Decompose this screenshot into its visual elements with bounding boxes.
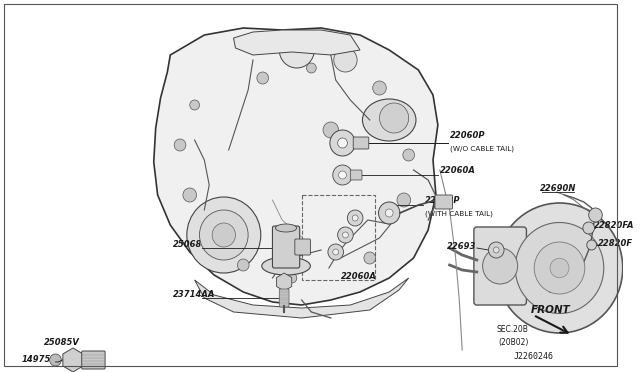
Circle shape bbox=[328, 244, 344, 260]
Circle shape bbox=[338, 138, 348, 148]
Circle shape bbox=[257, 72, 269, 84]
Circle shape bbox=[330, 130, 355, 156]
Circle shape bbox=[200, 210, 248, 260]
Circle shape bbox=[339, 171, 346, 179]
Text: (W/O CABLE TAIL): (W/O CABLE TAIL) bbox=[449, 145, 513, 151]
Circle shape bbox=[589, 208, 602, 222]
Text: 22820F: 22820F bbox=[598, 239, 634, 248]
Circle shape bbox=[338, 227, 353, 243]
Ellipse shape bbox=[275, 224, 297, 232]
Polygon shape bbox=[63, 348, 83, 372]
Circle shape bbox=[380, 103, 409, 133]
Circle shape bbox=[550, 258, 569, 278]
Circle shape bbox=[372, 81, 387, 95]
Circle shape bbox=[183, 188, 196, 202]
FancyBboxPatch shape bbox=[350, 170, 362, 180]
Ellipse shape bbox=[262, 257, 310, 275]
Circle shape bbox=[403, 149, 415, 161]
Text: J2260246: J2260246 bbox=[514, 352, 554, 361]
Circle shape bbox=[483, 248, 518, 284]
Circle shape bbox=[189, 100, 200, 110]
Circle shape bbox=[50, 354, 61, 366]
Text: 22693: 22693 bbox=[447, 242, 477, 251]
Text: 22060P: 22060P bbox=[425, 196, 461, 205]
Circle shape bbox=[587, 240, 596, 250]
Circle shape bbox=[534, 242, 585, 294]
FancyBboxPatch shape bbox=[435, 195, 452, 209]
Circle shape bbox=[333, 249, 339, 255]
Polygon shape bbox=[276, 273, 292, 291]
Text: 14975X: 14975X bbox=[21, 355, 58, 364]
Text: 22060A: 22060A bbox=[340, 272, 376, 281]
Circle shape bbox=[583, 222, 595, 234]
Circle shape bbox=[364, 252, 376, 264]
Ellipse shape bbox=[362, 99, 416, 141]
Text: 23714AA: 23714AA bbox=[173, 290, 216, 299]
Text: 22820FA: 22820FA bbox=[593, 221, 634, 230]
Circle shape bbox=[287, 273, 297, 283]
Circle shape bbox=[493, 247, 499, 253]
FancyBboxPatch shape bbox=[353, 137, 369, 149]
Circle shape bbox=[333, 48, 357, 72]
Text: (WITH CABLE TAIL): (WITH CABLE TAIL) bbox=[425, 210, 493, 217]
Circle shape bbox=[378, 202, 400, 224]
FancyBboxPatch shape bbox=[279, 289, 289, 307]
Circle shape bbox=[333, 165, 352, 185]
FancyBboxPatch shape bbox=[295, 239, 310, 255]
Text: SEC.20B: SEC.20B bbox=[496, 325, 528, 334]
Text: 25085V: 25085V bbox=[44, 338, 79, 347]
Circle shape bbox=[385, 209, 393, 217]
Circle shape bbox=[279, 32, 314, 68]
Circle shape bbox=[307, 63, 316, 73]
Text: (20B02): (20B02) bbox=[498, 338, 529, 347]
Circle shape bbox=[187, 197, 260, 273]
Text: 22690N: 22690N bbox=[540, 184, 577, 193]
Circle shape bbox=[488, 242, 504, 258]
FancyBboxPatch shape bbox=[273, 226, 300, 268]
Circle shape bbox=[348, 210, 363, 226]
Polygon shape bbox=[234, 30, 360, 55]
Circle shape bbox=[496, 203, 623, 333]
Circle shape bbox=[342, 232, 348, 238]
Circle shape bbox=[397, 193, 411, 207]
Circle shape bbox=[174, 139, 186, 151]
FancyBboxPatch shape bbox=[474, 227, 527, 305]
Text: 22060P: 22060P bbox=[449, 131, 485, 140]
Text: 22060A: 22060A bbox=[440, 166, 476, 175]
Circle shape bbox=[515, 222, 604, 314]
Circle shape bbox=[323, 122, 339, 138]
Polygon shape bbox=[154, 28, 438, 305]
Text: 25068W: 25068W bbox=[173, 240, 212, 249]
FancyBboxPatch shape bbox=[82, 351, 105, 369]
Circle shape bbox=[212, 223, 236, 247]
Polygon shape bbox=[195, 278, 409, 318]
Circle shape bbox=[352, 215, 358, 221]
Circle shape bbox=[237, 259, 249, 271]
Text: FRONT: FRONT bbox=[531, 305, 570, 315]
